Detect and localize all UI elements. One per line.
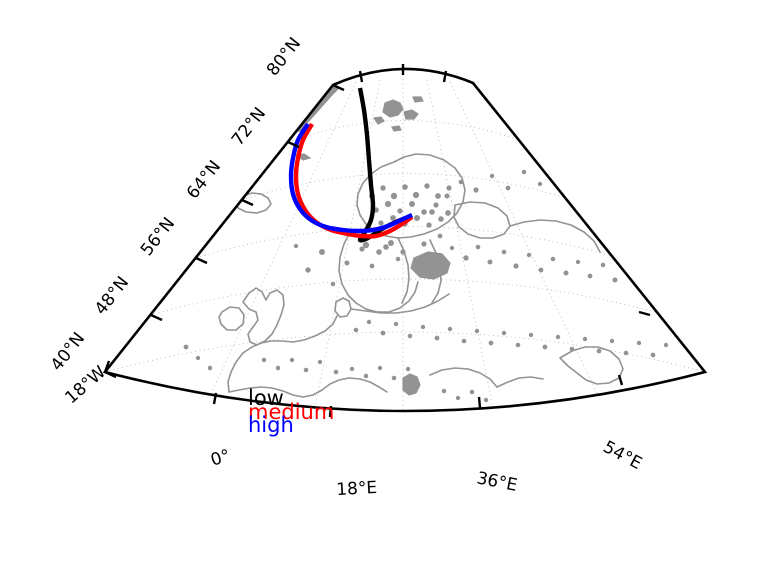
lat-label-72N: 72°N (228, 104, 270, 150)
svalbard-north-island (412, 96, 424, 103)
kola-white-sea (453, 201, 511, 239)
tick-64N (241, 198, 254, 207)
lon-label-0: 0° (208, 446, 232, 471)
lat-label-64N: 64°N (183, 157, 225, 203)
novaya-zemlya (595, 115, 627, 200)
black-sea-north (429, 367, 498, 388)
baltic-south-coast (350, 293, 450, 314)
lat-label-56N: 56°N (137, 214, 179, 260)
graticule (105, 68, 705, 411)
meridian-18E (426, 79, 495, 411)
great-britain (242, 287, 285, 346)
tick-36E (477, 396, 482, 409)
lon-label-54E: 54°E (600, 437, 645, 474)
italy-balkans-mass (402, 373, 421, 396)
tick-48N (150, 313, 163, 322)
parallel-72N (287, 120, 520, 143)
lat-label-40N: 40°N (47, 329, 89, 375)
tick-80N (332, 83, 345, 92)
tick-right-edge (638, 310, 651, 317)
tick-72N (287, 140, 300, 149)
lat-label-80N: 80°N (263, 34, 305, 80)
trajectory-group (288, 87, 414, 243)
russian-arctic-coast (509, 219, 601, 253)
lat-label-48N: 48°N (91, 273, 133, 319)
tick-54E (617, 374, 624, 386)
latitude-labels: 80°N 72°N 64°N 56°N 48°N 40°N (47, 34, 305, 375)
tick-0 (212, 392, 218, 405)
denmark-jutland (334, 297, 352, 318)
tick-top-left (358, 70, 364, 83)
map-frame (102, 64, 708, 418)
legend-label-low: low (248, 386, 284, 410)
north-sea-coast (242, 315, 338, 354)
legend: low medium high (248, 386, 334, 437)
parallel-56N (195, 226, 613, 259)
norway-coast-south (338, 231, 378, 313)
bear-island (391, 125, 402, 132)
lon-label-18E: 18°E (336, 478, 378, 500)
island-speckles (183, 165, 685, 403)
svalbard-spitsbergen (382, 99, 404, 118)
oslofjord-coast (376, 281, 419, 313)
mediterranean-north-coast (302, 377, 388, 398)
tick-18W (103, 360, 111, 373)
meridian-36E (449, 81, 601, 401)
coastlines (183, 85, 685, 403)
tick-40N (104, 370, 117, 379)
lon-label-36E: 36°E (475, 468, 519, 495)
meridian-0 (313, 79, 381, 411)
lon-label-18W: 18°W (61, 362, 110, 408)
trajectory-high (288, 122, 413, 234)
iceland (235, 192, 272, 214)
black-sea-east (496, 376, 544, 388)
parallel-64N (241, 173, 567, 201)
iberia-north (228, 386, 304, 398)
ireland (218, 306, 245, 331)
tick-18E (328, 405, 333, 418)
sweden-gulf-bothnia-west (397, 237, 410, 304)
legend-label-high: high (248, 413, 294, 437)
finland-gulf-bothnia-east (429, 239, 442, 304)
meridian-12W (207, 81, 357, 401)
frame-boundary (102, 67, 708, 413)
lake-ladoga-onega-region (410, 251, 451, 280)
legend-label-medium: medium (248, 400, 334, 424)
parallel-40N (105, 331, 705, 373)
bay-of-biscay-coast (227, 352, 244, 393)
svalbard-nordaustlandet (403, 109, 419, 120)
svalbard-edgeoya (372, 116, 385, 125)
tick-56N (195, 256, 208, 265)
tick-top-right (442, 70, 448, 83)
scandinavia-outline (356, 153, 466, 239)
caspian-sea (559, 346, 624, 385)
